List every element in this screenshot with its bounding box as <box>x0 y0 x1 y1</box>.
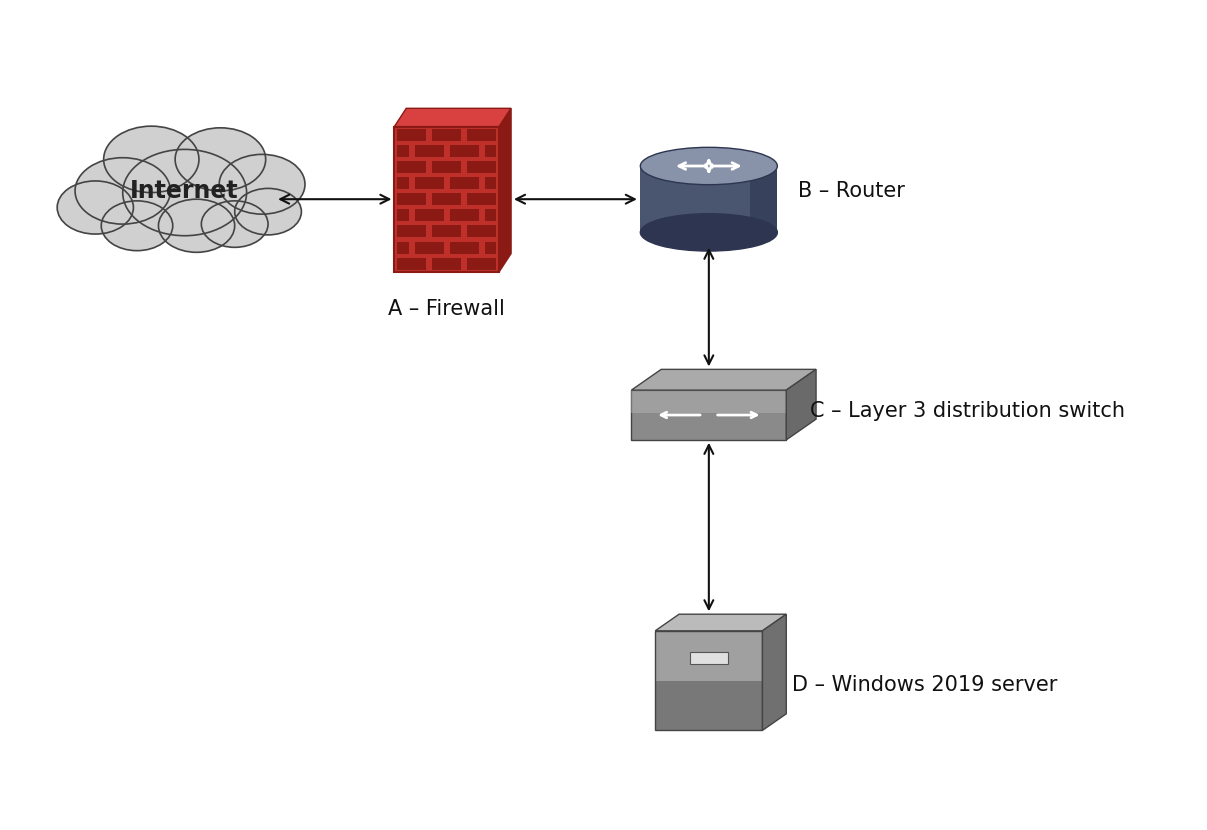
Text: D – Windows 2019 server: D – Windows 2019 server <box>792 675 1057 695</box>
Circle shape <box>123 149 246 236</box>
Polygon shape <box>450 209 479 222</box>
Polygon shape <box>432 161 461 173</box>
Polygon shape <box>655 631 763 681</box>
Polygon shape <box>397 258 426 270</box>
Polygon shape <box>500 109 511 272</box>
Polygon shape <box>786 369 816 440</box>
Polygon shape <box>397 209 409 222</box>
Polygon shape <box>467 161 496 173</box>
Ellipse shape <box>641 148 777 184</box>
Polygon shape <box>631 369 816 390</box>
Polygon shape <box>655 681 763 730</box>
Circle shape <box>175 128 266 191</box>
Text: C – Layer 3 distribution switch: C – Layer 3 distribution switch <box>810 401 1125 421</box>
Circle shape <box>202 201 268 247</box>
Polygon shape <box>689 652 728 664</box>
Circle shape <box>75 158 170 224</box>
Text: B – Router: B – Router <box>798 181 905 201</box>
Polygon shape <box>467 129 496 140</box>
Polygon shape <box>750 166 777 232</box>
Polygon shape <box>397 226 426 237</box>
Polygon shape <box>467 258 496 270</box>
Polygon shape <box>397 242 409 254</box>
Circle shape <box>101 201 173 251</box>
Polygon shape <box>397 177 409 189</box>
Ellipse shape <box>641 214 777 251</box>
Polygon shape <box>450 242 479 254</box>
Polygon shape <box>397 193 426 205</box>
Polygon shape <box>485 177 496 189</box>
Polygon shape <box>450 144 479 157</box>
Polygon shape <box>432 193 461 205</box>
Polygon shape <box>397 144 409 157</box>
Polygon shape <box>397 161 426 173</box>
Polygon shape <box>415 177 444 189</box>
Polygon shape <box>485 209 496 222</box>
Circle shape <box>57 181 134 234</box>
Text: A – Firewall: A – Firewall <box>389 299 506 319</box>
Polygon shape <box>631 390 786 440</box>
Polygon shape <box>432 258 461 270</box>
Polygon shape <box>450 177 479 189</box>
Polygon shape <box>641 166 777 232</box>
Circle shape <box>234 188 302 235</box>
Circle shape <box>104 126 199 193</box>
Polygon shape <box>395 126 500 272</box>
Polygon shape <box>485 144 496 157</box>
Text: Internet: Internet <box>130 179 239 203</box>
Polygon shape <box>485 242 496 254</box>
Polygon shape <box>397 129 426 140</box>
Polygon shape <box>655 614 786 631</box>
Polygon shape <box>763 614 786 730</box>
Polygon shape <box>395 109 511 126</box>
Polygon shape <box>415 144 444 157</box>
Polygon shape <box>415 209 444 222</box>
Polygon shape <box>467 226 496 237</box>
Circle shape <box>220 154 305 214</box>
Polygon shape <box>432 226 461 237</box>
Polygon shape <box>631 390 786 413</box>
Circle shape <box>158 199 234 252</box>
Polygon shape <box>415 242 444 254</box>
Polygon shape <box>467 193 496 205</box>
Polygon shape <box>432 129 461 140</box>
